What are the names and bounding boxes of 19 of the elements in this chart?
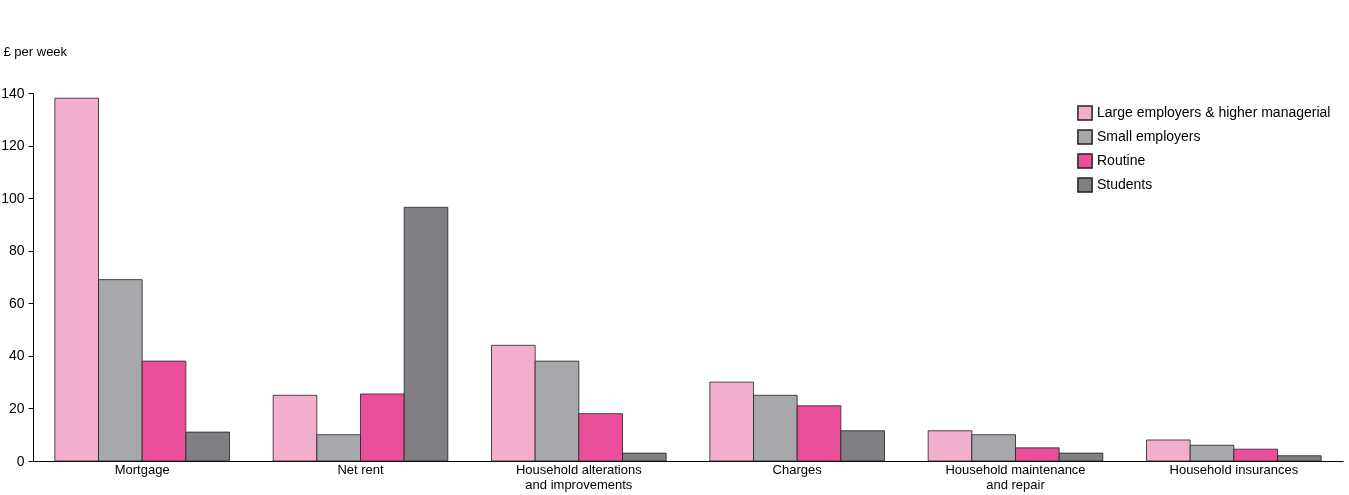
x-tick-label: Household alterations and improvements bbox=[515, 461, 643, 492]
y-tick-label: 0 bbox=[16, 452, 25, 469]
x-tick-label: Mortgage bbox=[114, 461, 170, 477]
y-tick-label: 80 bbox=[8, 242, 25, 259]
y-tick-label: 120 bbox=[1, 137, 25, 154]
y-axis-title: £ per week bbox=[3, 43, 68, 59]
y-tick-label: 140 bbox=[1, 84, 25, 101]
x-tick-label: Household maintenance and repair bbox=[945, 461, 1086, 492]
legend-label: Routine bbox=[1097, 152, 1146, 168]
x-tick-label: Charges bbox=[772, 461, 823, 477]
legend-label: Small employers bbox=[1097, 128, 1201, 144]
y-tick-label: 40 bbox=[8, 347, 25, 364]
y-tick-label: 100 bbox=[1, 189, 25, 206]
legend-label: Large employers & higher managerial bbox=[1097, 104, 1331, 120]
x-tick-label: Household insurances bbox=[1169, 461, 1299, 477]
legend-label: Students bbox=[1097, 176, 1153, 192]
y-tick-label: 60 bbox=[8, 294, 25, 311]
x-tick-label: Net rent bbox=[337, 461, 385, 477]
y-tick-label: 20 bbox=[8, 399, 25, 416]
